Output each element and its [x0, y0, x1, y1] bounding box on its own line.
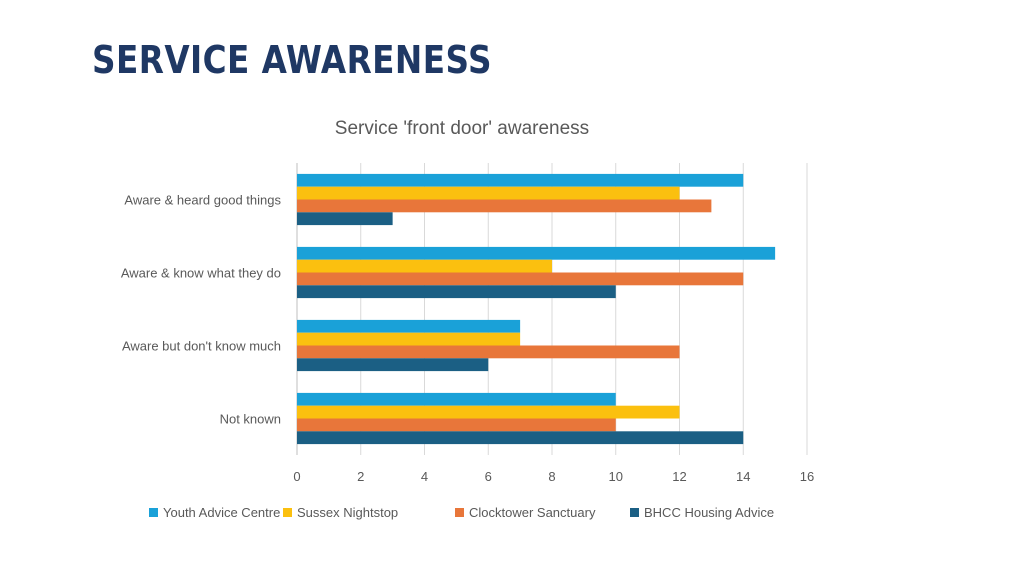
- legend-swatch: [149, 508, 158, 517]
- bar: [297, 392, 616, 406]
- bar: [297, 186, 680, 200]
- bar: [297, 246, 776, 260]
- category-label: Aware & heard good things: [124, 193, 281, 208]
- x-tick-label: 2: [357, 469, 364, 484]
- bar: [297, 319, 521, 333]
- bar: [297, 173, 744, 187]
- legend-label: Clocktower Sanctuary: [469, 505, 596, 520]
- bar: [297, 405, 680, 419]
- bar: [297, 358, 489, 372]
- legend-swatch: [630, 508, 639, 517]
- x-tick-label: 0: [293, 469, 300, 484]
- x-tick-label: 12: [672, 469, 686, 484]
- x-tick-label: 6: [485, 469, 492, 484]
- chart-legend: Youth Advice Centre Sussex Nightstop Clock…: [149, 505, 774, 520]
- legend-swatch: [283, 508, 292, 517]
- x-tick-label: 14: [736, 469, 750, 484]
- bar: [297, 199, 712, 213]
- category-labels: Aware & heard good things Aware & know wh…: [121, 193, 282, 427]
- bar: [297, 431, 744, 445]
- bar: [297, 212, 393, 226]
- chart-bars: [297, 173, 776, 445]
- legend-label: Sussex Nightstop: [297, 505, 398, 520]
- category-label: Not known: [220, 412, 281, 427]
- x-tick-label: 4: [421, 469, 428, 484]
- legend-swatch: [455, 508, 464, 517]
- x-tick-label: 10: [609, 469, 623, 484]
- legend-label: Youth Advice Centre: [163, 505, 280, 520]
- x-tick-label: 16: [800, 469, 814, 484]
- bar: [297, 272, 744, 286]
- category-label: Aware & know what they do: [121, 266, 281, 281]
- x-axis-ticks: 0 2 4 6 8 10 12 14 16: [293, 469, 814, 484]
- category-label: Aware but don't know much: [122, 339, 281, 354]
- bar: [297, 285, 616, 299]
- bar: [297, 345, 680, 359]
- bar: [297, 259, 552, 273]
- bar: [297, 418, 616, 432]
- x-tick-label: 8: [548, 469, 555, 484]
- slide-title: SERVICE AWARENESS: [92, 38, 492, 82]
- legend-label: BHCC Housing Advice: [644, 505, 774, 520]
- bar: [297, 332, 521, 346]
- chart-title: Service 'front door' awareness: [335, 118, 589, 139]
